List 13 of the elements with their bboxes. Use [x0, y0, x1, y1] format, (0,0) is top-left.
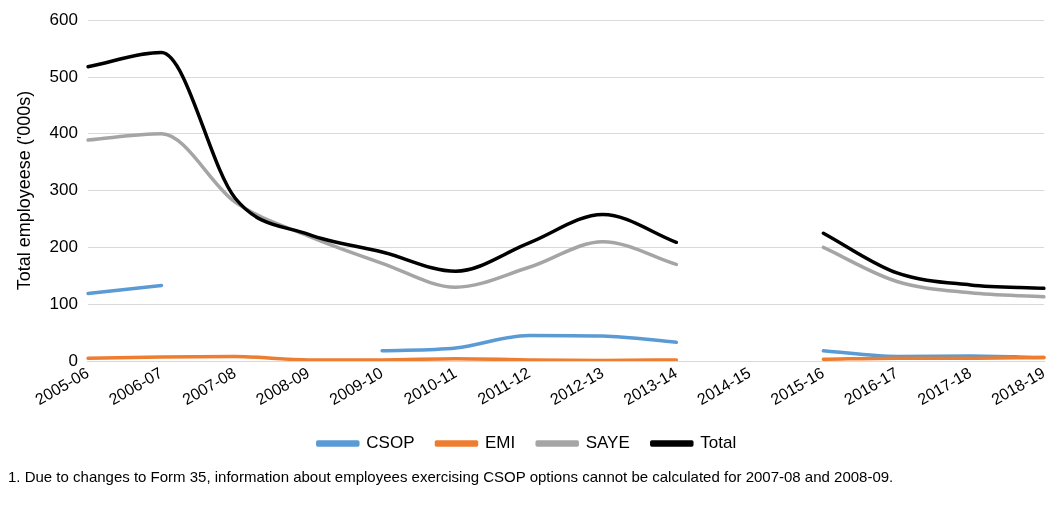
text: 1. Due to changes to Form 35, information about employees exercising CSOP options cannot be calculated for 2007-08 and 2008-09.: [8, 467, 895, 487]
y-tick-label: 300: [49, 180, 78, 200]
y-tick-label: 0: [68, 350, 78, 370]
y-tick-label: 400: [49, 123, 78, 143]
legend-label: SAYE: [585, 433, 630, 453]
y-tick-label: 500: [49, 66, 78, 86]
y-axis-title: Total employeese ('000s): [13, 90, 34, 291]
y-tick-label: 200: [49, 237, 78, 257]
legend-label: CSOP: [366, 433, 415, 453]
legend-label: EMI: [484, 433, 516, 453]
legend-label: Total: [700, 433, 737, 453]
y-tick-label: 600: [49, 9, 78, 29]
y-tick-label: 100: [49, 293, 78, 313]
